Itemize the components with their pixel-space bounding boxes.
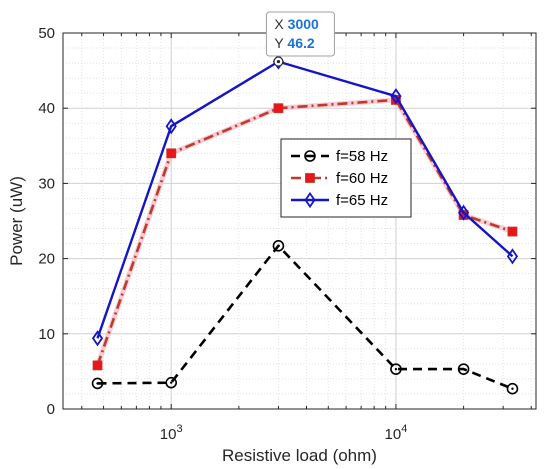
data-point [390, 363, 402, 375]
x-tick-label: 104 [385, 423, 408, 443]
x-tick-label: 103 [160, 423, 183, 443]
data-point-center [277, 244, 280, 248]
legend: f=58 Hz f=60 Hz f=65 Hz [280, 138, 412, 218]
legend-label: f=58 Hz [336, 148, 388, 165]
series-line [96, 98, 513, 366]
data-point [506, 248, 519, 265]
data-point [92, 360, 103, 371]
y-tick-label: 50 [38, 25, 55, 42]
data-point-center [394, 367, 398, 371]
data-point [91, 377, 104, 390]
legend-label: f=65 Hz [336, 192, 388, 209]
data-point [390, 88, 402, 105]
data-point [165, 118, 177, 135]
y-tick-label: 30 [38, 175, 55, 192]
datatip-anchor-dot [276, 59, 281, 64]
datatip-box [265, 11, 335, 57]
data-point-center [170, 381, 173, 384]
data-point [166, 148, 177, 159]
data-point-center [96, 382, 99, 385]
legend-marker [304, 150, 316, 162]
data-point-center [462, 367, 465, 371]
data-point [272, 240, 285, 252]
x-axis-label: Resistive load (ohm) [222, 446, 377, 465]
grid [63, 33, 536, 409]
axis-ticks: 0 10 20 30 40 50 103 104 [38, 25, 536, 443]
data-point [506, 382, 519, 395]
y-tick-label: 10 [38, 326, 55, 343]
legend-marker [304, 191, 316, 209]
series-2 [92, 95, 518, 371]
data-point [457, 204, 470, 221]
series-1 [91, 240, 519, 395]
y-tick-label: 0 [47, 401, 55, 418]
y-tick-label: 20 [38, 251, 55, 268]
series-line [96, 60, 514, 339]
series-3 [91, 53, 519, 347]
legend-marker-center [308, 154, 312, 158]
data-point [273, 103, 284, 114]
data-point-center [511, 387, 514, 390]
plot-area-frame [62, 32, 537, 410]
series-line [97, 244, 513, 390]
legend-box [280, 138, 412, 218]
data-point [91, 330, 104, 347]
series-layer [91, 53, 519, 395]
data-point [457, 363, 470, 375]
datatip-row: Y 46.2 [274, 35, 314, 51]
y-tick-label: 40 [38, 100, 55, 117]
datatip-row: X 3000 [274, 16, 319, 32]
data-point [165, 376, 178, 389]
data-point [507, 226, 518, 237]
y-axis-label: Power (uW) [7, 176, 26, 266]
legend-marker [305, 173, 315, 183]
datatip[interactable]: X 3000 Y 46.2 [265, 11, 335, 67]
legend-label: f=60 Hz [336, 170, 388, 187]
